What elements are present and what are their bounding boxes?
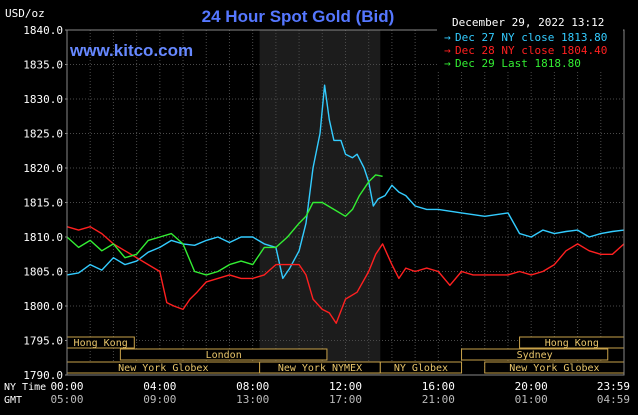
market-session-bar xyxy=(461,348,609,361)
x-tick-label: 08:00 xyxy=(236,380,269,393)
market-session-bar xyxy=(379,361,463,374)
market-session-label: NY Globex xyxy=(394,363,448,374)
legend-box xyxy=(437,29,623,71)
x-tick-label: 16:00 xyxy=(422,380,455,393)
market-session-label: Hong Kong xyxy=(74,338,128,349)
y-tick-label: 1805.0 xyxy=(23,266,63,279)
x-tick-label: 00:00 xyxy=(50,380,83,393)
legend-arrow-icon: → xyxy=(444,44,451,57)
y-tick-label: 1815.0 xyxy=(23,197,63,210)
x-tick-label: 20:00 xyxy=(515,380,548,393)
y-tick-label: 1830.0 xyxy=(23,93,63,106)
unit-label: USD/oz xyxy=(5,7,45,20)
series-line xyxy=(66,226,625,324)
series-line xyxy=(66,174,383,276)
x-tick-label: 05:00 xyxy=(50,393,83,406)
market-session-label: New York Globex xyxy=(118,363,208,374)
x-tick-label: 17:00 xyxy=(329,393,362,406)
y-tick-label: 1835.0 xyxy=(23,59,63,72)
legend-entry: Dec 28 NY close 1804.40 xyxy=(455,44,607,57)
market-session-label: Sydney xyxy=(517,350,553,361)
y-tick-label: 1800.0 xyxy=(23,300,63,313)
series-line xyxy=(66,84,625,280)
legend-arrow-icon: → xyxy=(444,31,451,44)
legend-arrow-icon: → xyxy=(444,57,451,70)
watermark: www.kitco.com xyxy=(69,41,193,60)
legend-entry: Dec 29 Last 1818.80 xyxy=(455,57,581,70)
market-session-bar xyxy=(119,348,328,361)
market-session-label: London xyxy=(206,350,242,361)
x-tick-label: 12:00 xyxy=(329,380,362,393)
y-tick-label: 1840.0 xyxy=(23,24,63,37)
chart-timestamp: December 29, 2022 13:12 xyxy=(452,16,604,29)
chart-title: 24 Hour Spot Gold (Bid) xyxy=(202,7,395,26)
x-axis-row-label: NY Time xyxy=(4,382,46,393)
y-tick-label: 1825.0 xyxy=(23,128,63,141)
y-tick-label: 1790.0 xyxy=(23,369,63,382)
x-axis-row-label: GMT xyxy=(4,395,22,406)
x-tick-label: 09:00 xyxy=(143,393,176,406)
x-tick-label: 13:00 xyxy=(236,393,269,406)
y-tick-label: 1795.0 xyxy=(23,335,63,348)
market-session-label: Hong Kong xyxy=(545,338,599,349)
market-session-label: New York Globex xyxy=(509,363,599,374)
x-tick-label: 04:00 xyxy=(143,380,176,393)
market-session-label: New York NYMEX xyxy=(278,363,362,374)
legend-entry: Dec 27 NY close 1813.80 xyxy=(455,31,607,44)
x-tick-label: 01:00 xyxy=(515,393,548,406)
x-tick-label: 21:00 xyxy=(422,393,455,406)
x-tick-label: 04:59 xyxy=(597,393,630,406)
x-tick-label: 23:59 xyxy=(597,380,630,393)
y-tick-label: 1810.0 xyxy=(23,231,63,244)
y-tick-label: 1820.0 xyxy=(23,162,63,175)
